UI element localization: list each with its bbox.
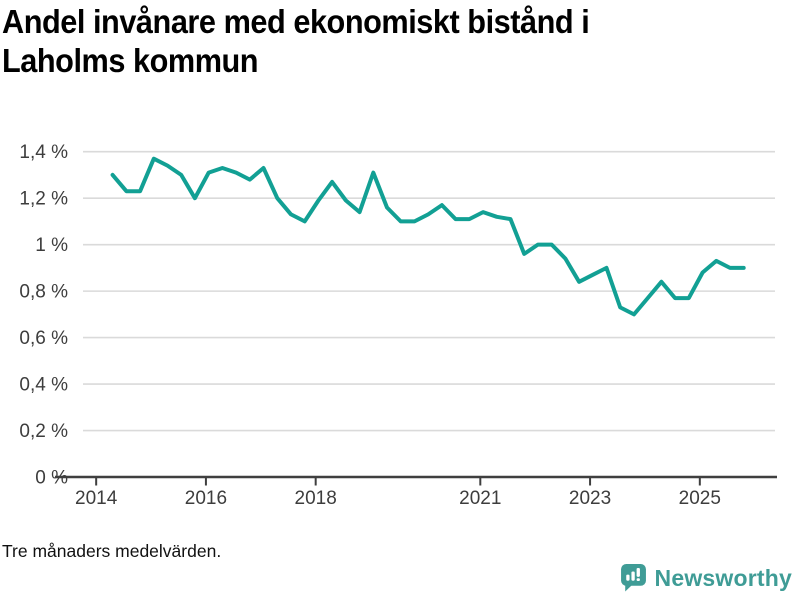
logo-exclamation-bar <box>636 567 640 577</box>
chart-footnote: Tre månaders medelvärden. <box>2 541 222 561</box>
y-tick-label: 0,4 % <box>19 375 68 396</box>
x-tick-label: 2018 <box>295 488 337 509</box>
chart-title-line2: Laholms kommun <box>2 42 259 79</box>
x-tick-label: 2021 <box>459 488 501 509</box>
x-tick-label: 2023 <box>569 488 611 509</box>
newsworthy-logo: Newsworthy <box>620 564 792 592</box>
y-tick-label: 1 % <box>35 235 68 256</box>
y-tick-label: 0,6 % <box>19 328 68 349</box>
y-tick-label: 0,2 % <box>19 421 68 442</box>
data-series-line <box>110 156 746 317</box>
logo-bar-medium <box>630 571 635 581</box>
x-tick-label: 2025 <box>679 488 721 509</box>
x-tick-label: 2014 <box>75 488 118 509</box>
chart-title: Andel invånare med ekonomiskt bistånd i … <box>2 2 727 80</box>
y-tick-label: 0,8 % <box>19 282 68 303</box>
speech-bubble-tail <box>624 582 635 592</box>
y-tick-label: 1,4 % <box>19 142 68 163</box>
newsworthy-icon <box>620 564 646 592</box>
newsworthy-wordmark: Newsworthy <box>654 564 792 591</box>
y-tick-label: 0 % <box>35 468 68 489</box>
logo-bar-small <box>625 574 630 581</box>
logo-exclamation-dot <box>636 578 640 582</box>
chart-title-line1: Andel invånare med ekonomiskt bistånd i <box>2 3 590 40</box>
y-tick-label: 1,2 % <box>19 189 68 210</box>
x-tick-label: 2016 <box>185 488 227 509</box>
